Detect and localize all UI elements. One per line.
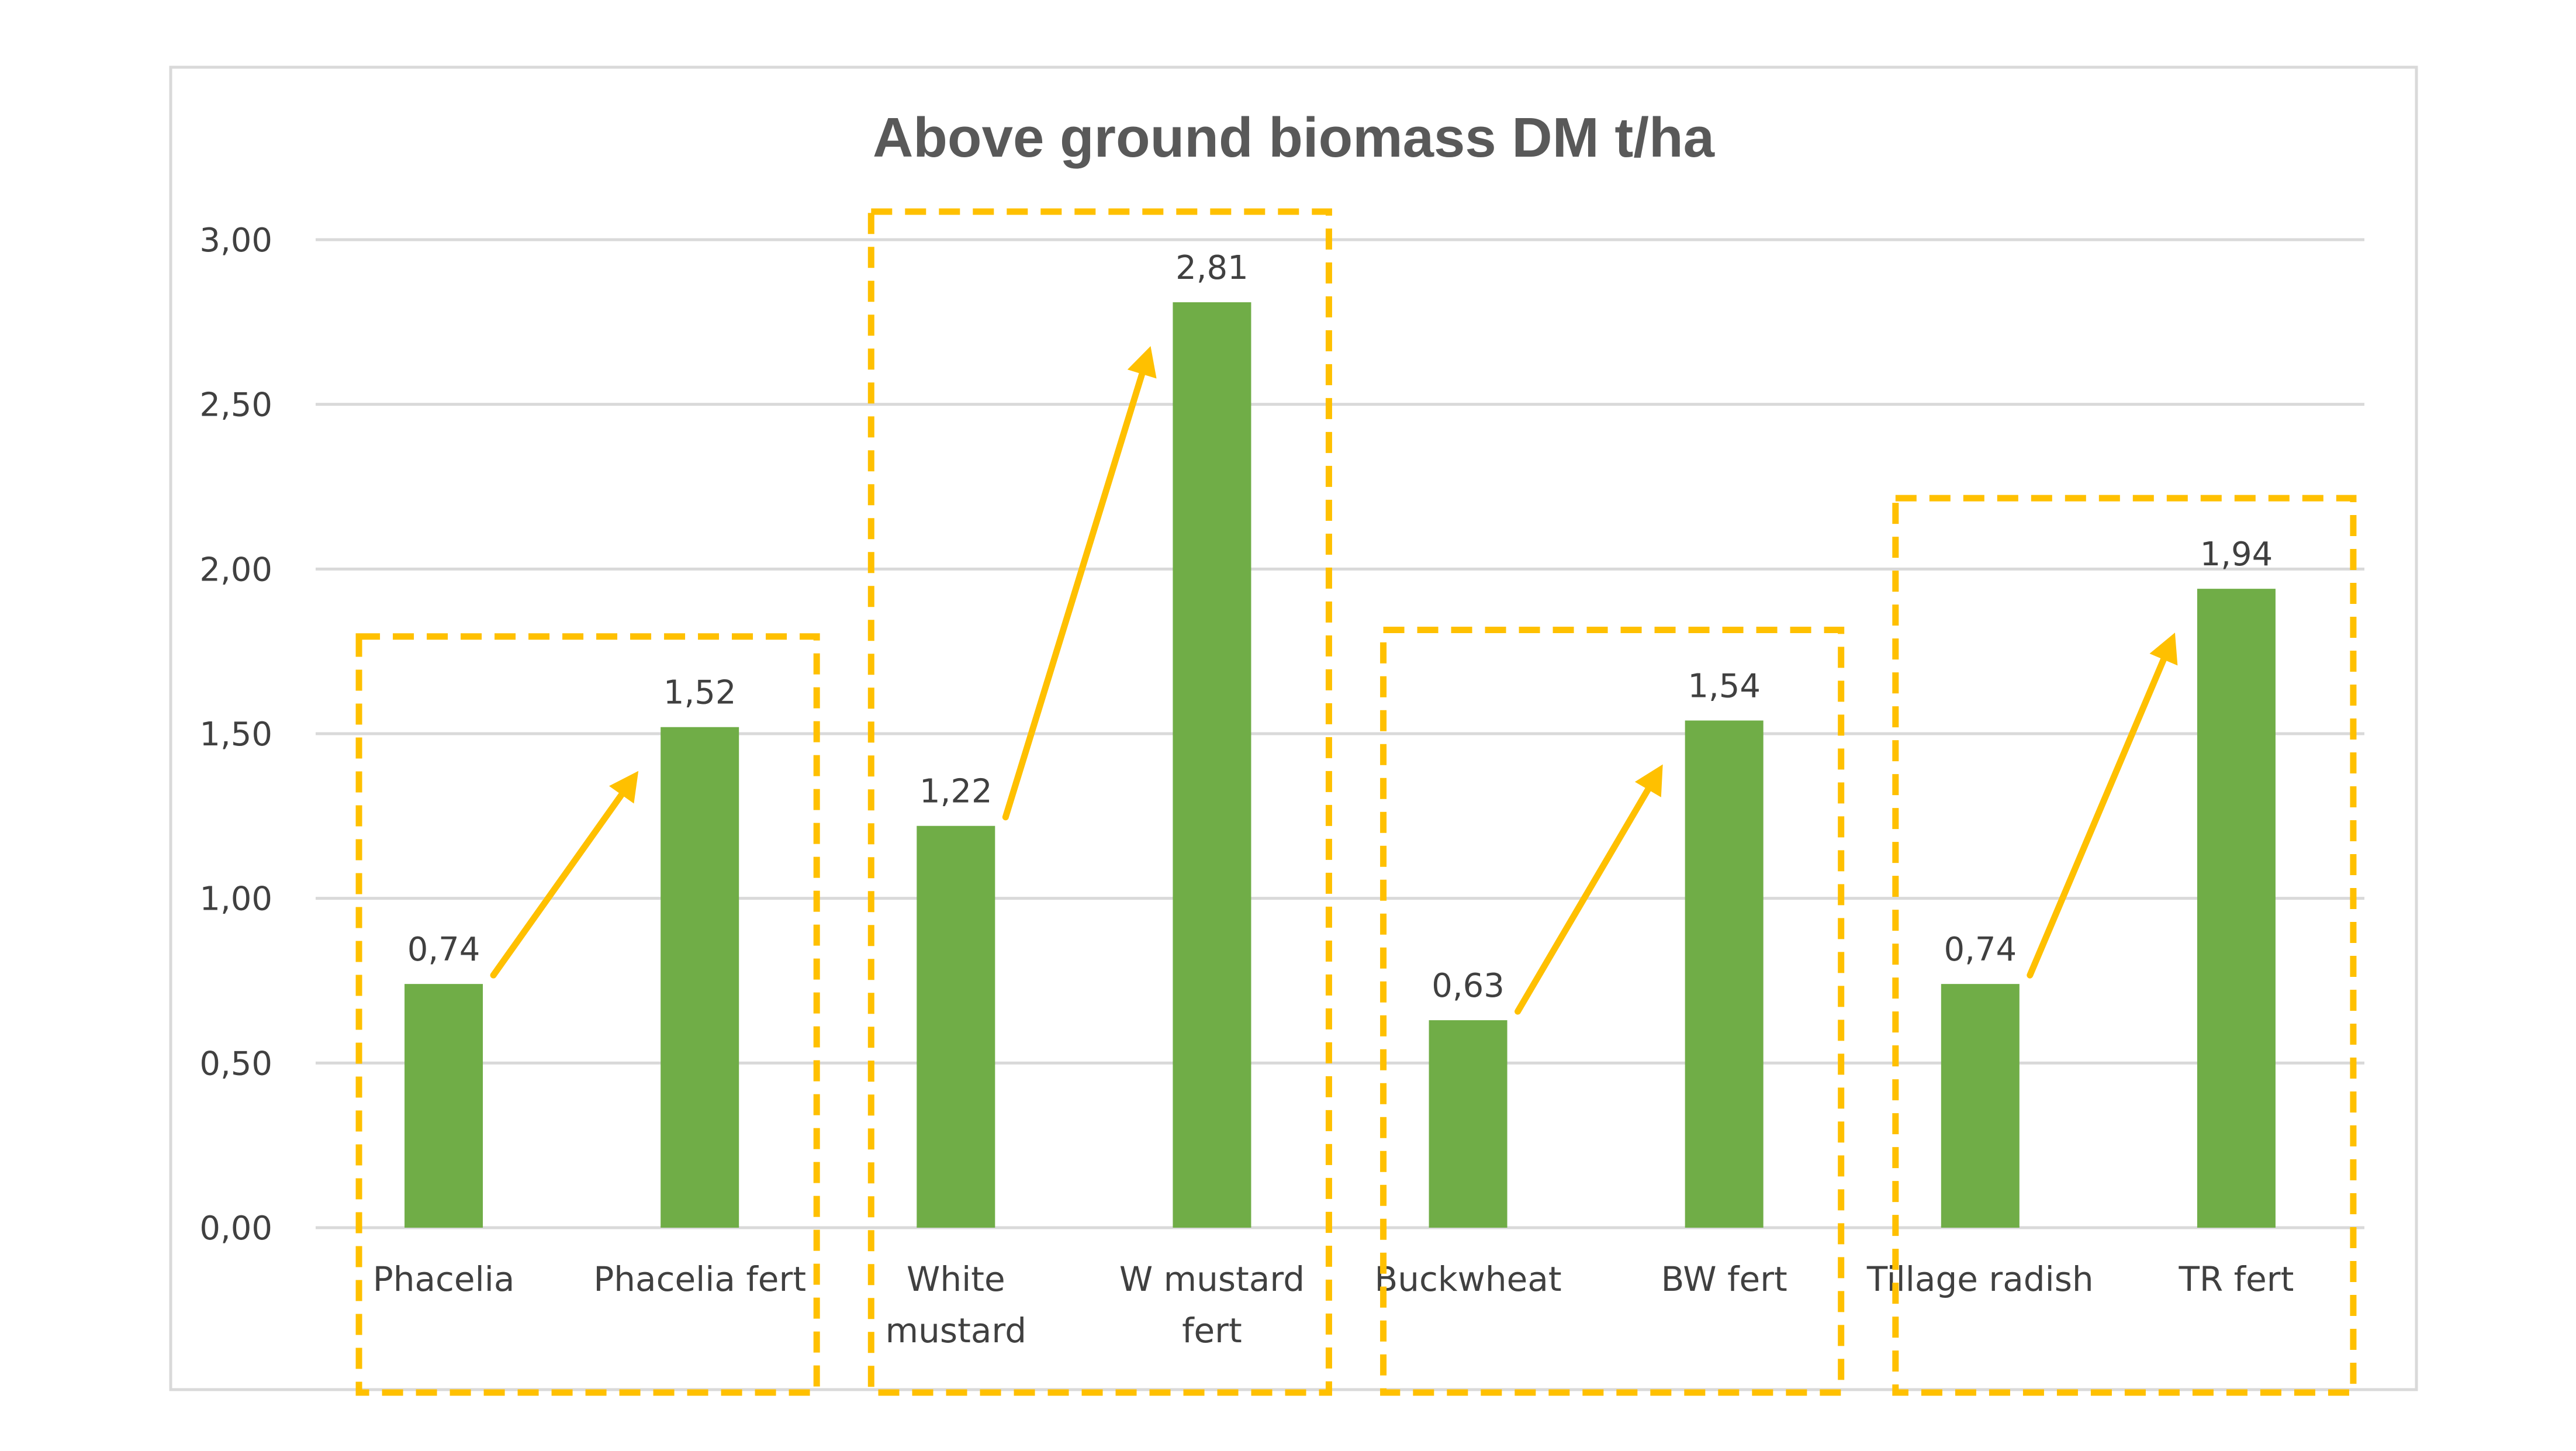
- y-tick-label: 1,50: [199, 716, 272, 754]
- bar: [1685, 720, 1764, 1228]
- category-labels: Phacelia Phacelia fert White mustard W musta…: [373, 1259, 2294, 1350]
- increase-arrow: [1515, 764, 1663, 1015]
- bar: [917, 825, 995, 1228]
- category-label: BW fert: [1661, 1259, 1787, 1299]
- data-label: 2,81: [1175, 249, 1249, 287]
- data-label: 0,74: [407, 931, 480, 969]
- y-tick-label: 0,50: [199, 1045, 272, 1083]
- bar: [1429, 1020, 1507, 1228]
- category-label: fert: [1182, 1311, 1242, 1350]
- y-tick-label: 0,00: [199, 1210, 272, 1248]
- category-label: mustard: [886, 1311, 1026, 1350]
- category-label: Tillage radish: [1866, 1259, 2094, 1299]
- gridlines: [316, 238, 2364, 1229]
- y-tick-label: 2,50: [199, 386, 272, 424]
- chart-title: Above ground biomass DM t/ha: [873, 106, 1715, 169]
- bar: [404, 984, 483, 1228]
- bar: [1173, 302, 1251, 1228]
- group-box: [1892, 495, 2357, 1396]
- increase-arrows: [490, 346, 2178, 1015]
- category-label: Buckwheat: [1374, 1259, 1561, 1299]
- category-label: Phacelia: [373, 1259, 515, 1299]
- increase-arrow: [2027, 633, 2178, 979]
- data-label: 1,54: [1688, 667, 1761, 705]
- data-label: 1,52: [663, 674, 737, 712]
- chart-area-border: [169, 65, 2418, 1391]
- y-tick-label: 2,00: [199, 551, 272, 589]
- data-label: 1,22: [919, 773, 993, 811]
- increase-arrow: [1002, 346, 1157, 821]
- bars: [404, 302, 2276, 1228]
- y-tick-label: 1,00: [199, 880, 272, 918]
- bar: [2197, 589, 2276, 1228]
- data-label: 0,63: [1432, 967, 1505, 1005]
- data-labels: 0,74 1,52 1,22 2,81 0,63 1,54 0,74 1,94: [407, 249, 2273, 1005]
- group-highlight-boxes: [355, 208, 2357, 1396]
- y-tick-label: 3,00: [199, 222, 272, 260]
- y-axis-ticks: 0,00 0,50 1,00 1,50 2,00 2,50 3,00: [199, 222, 272, 1248]
- group-box: [867, 208, 1332, 1396]
- increase-arrow: [490, 771, 639, 979]
- data-label: 0,74: [1944, 931, 2017, 969]
- category-label: Phacelia fert: [593, 1259, 806, 1299]
- category-label: W mustard: [1119, 1259, 1305, 1299]
- bar: [661, 727, 739, 1228]
- bar: [1941, 984, 2020, 1228]
- group-box: [355, 633, 820, 1396]
- data-label: 1,94: [2200, 536, 2273, 574]
- category-label: White: [907, 1259, 1005, 1299]
- category-label: TR fert: [2179, 1259, 2294, 1299]
